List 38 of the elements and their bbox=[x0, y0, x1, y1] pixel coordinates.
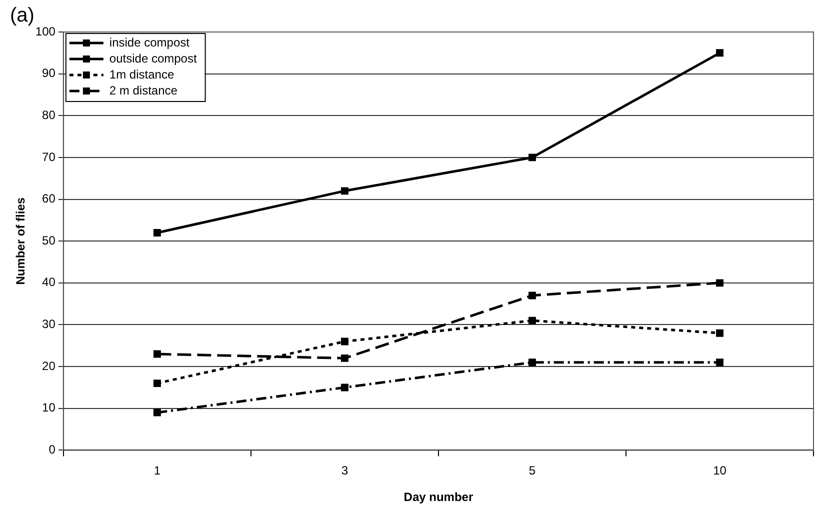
y-tick-label: 70 bbox=[42, 150, 56, 164]
y-tick-label: 80 bbox=[42, 108, 56, 122]
y-tick-label: 90 bbox=[42, 66, 56, 80]
point bbox=[528, 292, 536, 300]
point bbox=[153, 380, 161, 388]
point bbox=[340, 338, 348, 346]
legend-label: 2 m distance bbox=[109, 83, 178, 98]
legend-label: 1m distance bbox=[109, 67, 174, 82]
point bbox=[716, 358, 724, 366]
x-tick-label: 5 bbox=[528, 464, 536, 478]
point bbox=[340, 384, 348, 392]
x-axis-title: Day number bbox=[404, 490, 474, 504]
x-tick-label: 10 bbox=[713, 464, 727, 478]
y-tick-label: 10 bbox=[42, 400, 56, 415]
y-tick-label: 100 bbox=[35, 24, 56, 38]
y-tick-label: 0 bbox=[48, 442, 56, 457]
point bbox=[528, 154, 536, 162]
chart-title: (a) bbox=[10, 4, 34, 27]
point bbox=[153, 408, 161, 416]
y-tick-label: 40 bbox=[42, 275, 56, 290]
y-tick-label: 30 bbox=[42, 317, 56, 332]
y-axis-title: Number of flies bbox=[14, 197, 28, 285]
y-tick-label: 60 bbox=[42, 192, 56, 206]
point bbox=[340, 187, 348, 195]
point bbox=[528, 358, 536, 366]
x-tick-label: 1 bbox=[154, 464, 161, 478]
point bbox=[340, 354, 348, 362]
point bbox=[716, 329, 724, 337]
point bbox=[528, 316, 536, 324]
point bbox=[716, 49, 724, 57]
point bbox=[716, 279, 724, 287]
y-tick-label: 50 bbox=[42, 233, 56, 248]
x-tick-label: 3 bbox=[341, 464, 348, 478]
point bbox=[153, 229, 161, 236]
legend-label: inside compost bbox=[109, 35, 190, 50]
legend-label: outside compost bbox=[109, 51, 198, 66]
point bbox=[153, 350, 161, 358]
y-tick-label: 20 bbox=[42, 358, 56, 373]
